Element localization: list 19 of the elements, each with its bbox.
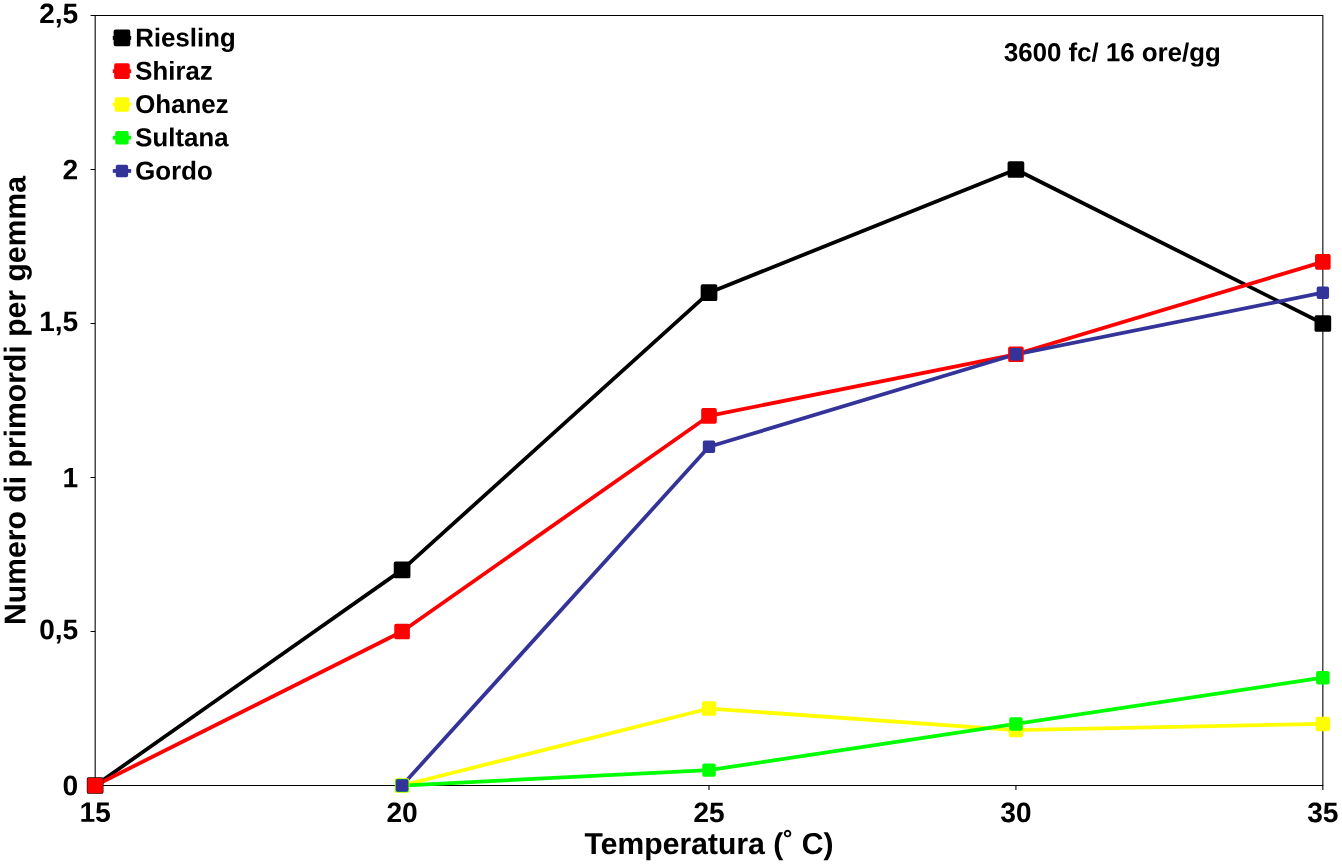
y-tick-label: 1 xyxy=(64,467,78,488)
legend-label: Sultana xyxy=(135,127,229,147)
y-tick-label: 2 xyxy=(63,159,78,180)
x-axis-title: Temperatura (˚ C) xyxy=(584,829,833,861)
legend-label: Ohanez xyxy=(136,94,228,114)
x-tick-label: 30 xyxy=(1001,802,1031,823)
y-tick-label: 0 xyxy=(63,775,77,796)
y-tick-label: 1,5 xyxy=(40,311,78,336)
annotation: 3600 fc/ 16 ore/gg xyxy=(1004,42,1220,67)
legend-label: Riesling xyxy=(136,27,234,53)
x-tick-label: 35 xyxy=(1307,802,1338,823)
legend-label: Shiraz xyxy=(135,61,212,81)
y-tick-label: 2,5 xyxy=(40,3,78,28)
legend-label: Gordo xyxy=(136,160,212,180)
x-tick-label: 25 xyxy=(694,802,724,823)
x-tick-label: 20 xyxy=(387,802,417,823)
y-axis-title: Numero di primordi per gemma xyxy=(3,175,32,624)
y-tick-label: 0,5 xyxy=(40,619,78,644)
x-tick-label: 15 xyxy=(81,802,110,823)
